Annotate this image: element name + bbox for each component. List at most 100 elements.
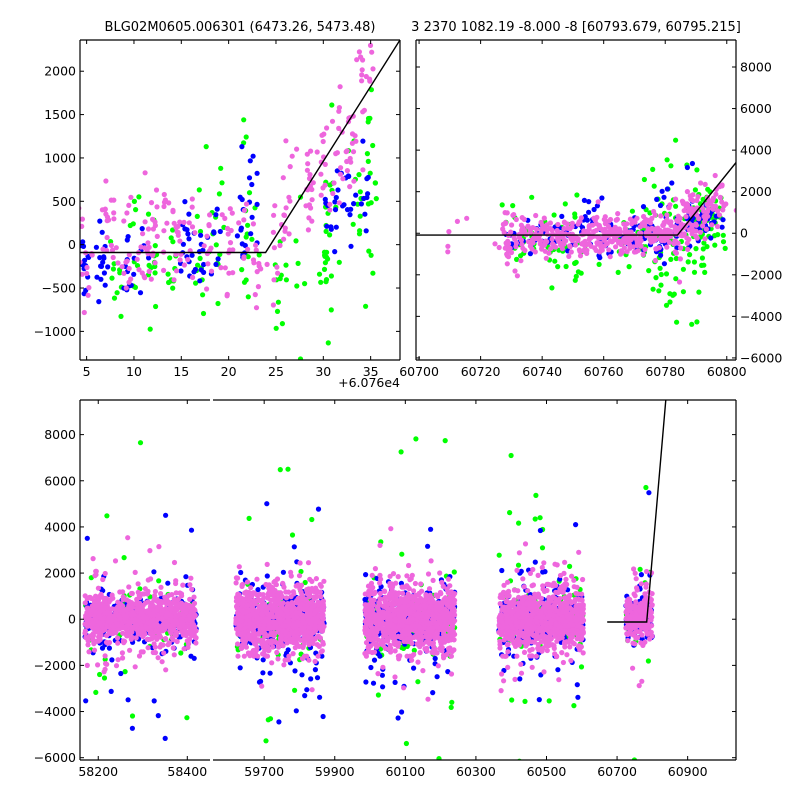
data-point-pink [90, 556, 96, 562]
data-point-pink [338, 165, 344, 171]
data-point-b [97, 218, 103, 224]
data-point-pink [227, 240, 234, 246]
data-point-pink [314, 149, 320, 155]
data-point-b [178, 268, 184, 274]
data-point-g [673, 203, 679, 209]
data-point-pink [175, 596, 182, 602]
data-point-pink [236, 601, 242, 607]
data-point-g [297, 356, 304, 360]
data-point-pink [283, 138, 289, 144]
data-point-g [152, 263, 158, 270]
data-point-pink [151, 641, 157, 647]
data-point-g [294, 283, 300, 289]
data-point-pink [297, 560, 303, 566]
data-point-pink [704, 201, 710, 207]
data-point-pink [269, 660, 275, 666]
data-point-pink [84, 270, 90, 277]
top-right-xtick-label: 60800 [707, 364, 747, 379]
data-point-pink [683, 214, 689, 220]
data-point-b [332, 199, 338, 205]
data-point-pink [235, 575, 241, 581]
data-point-g [283, 262, 289, 268]
data-point-b [425, 543, 431, 549]
data-point-pink [622, 229, 628, 235]
data-point-pink [628, 235, 634, 241]
data-point-pink [293, 614, 300, 620]
data-point-g [245, 222, 251, 228]
data-point-pink [320, 138, 326, 145]
data-point-b [185, 231, 191, 237]
data-point-pink [148, 276, 154, 282]
series-g [82, 440, 198, 721]
data-point-pink [126, 252, 132, 258]
data-point-pink [320, 641, 326, 647]
data-point-g [436, 756, 442, 760]
data-point-pink [188, 575, 194, 581]
data-point-pink [154, 204, 160, 210]
top-left-xtick-label: 30 [315, 364, 331, 379]
data-point-pink [652, 257, 659, 264]
data-point-pink [161, 620, 167, 626]
bottom-panel: 58200 58400 59700 59900 60100 60300 60500 60700… [34, 399, 737, 779]
data-point-g [372, 180, 378, 186]
data-point-pink [658, 213, 664, 219]
data-point-pink [126, 584, 132, 590]
data-point-pink [136, 653, 143, 659]
data-point-pink [286, 589, 292, 595]
data-point-pink [192, 230, 198, 236]
data-point-g [170, 285, 176, 291]
data-point-pink [166, 611, 172, 618]
data-point-pink [235, 653, 241, 659]
data-point-pink [269, 597, 275, 603]
data-point-b [162, 735, 168, 742]
data-point-pink [710, 198, 716, 204]
data-point-pink [330, 190, 336, 197]
data-point-pink [161, 267, 167, 273]
data-point-b [98, 276, 104, 282]
data-point-g [241, 279, 248, 285]
data-point-b [118, 670, 124, 677]
data-point-pink [218, 265, 224, 271]
data-point-pink [319, 614, 325, 620]
data-point-b [191, 269, 197, 275]
top-left-title: BLG02M0605.006301 (6473.26, 5473.48) [105, 20, 376, 35]
data-point-pink [631, 218, 637, 224]
data-point-pink [81, 309, 87, 316]
data-point-g [309, 516, 315, 523]
data-point-pink [88, 633, 94, 639]
data-point-b [131, 271, 137, 277]
data-point-pink [288, 594, 294, 600]
data-point-pink [180, 582, 186, 588]
data-point-g [699, 255, 706, 261]
data-point-pink [134, 256, 140, 262]
data-point-pink [102, 570, 108, 577]
data-point-g [293, 238, 299, 244]
top-left-xtick-label: 35 [363, 364, 379, 379]
data-point-pink [105, 609, 111, 616]
data-point-b [96, 299, 102, 305]
data-point-pink [633, 235, 639, 241]
data-point-g [699, 262, 705, 268]
data-point-pink [179, 593, 185, 599]
data-point-pink [161, 191, 167, 198]
data-point-pink [233, 626, 240, 632]
data-point-pink [234, 615, 240, 621]
data-point-pink [542, 226, 548, 232]
data-point-pink [95, 585, 101, 591]
data-point-pink [132, 664, 138, 670]
data-point-pink [173, 580, 179, 587]
data-point-pink [634, 239, 640, 245]
data-point-g [152, 270, 158, 276]
data-point-pink [100, 576, 106, 583]
data-point-pink [244, 579, 251, 585]
data-point-b [247, 158, 253, 164]
data-point-g [674, 319, 680, 325]
data-point-b [661, 194, 667, 200]
data-point-pink [615, 211, 621, 217]
data-point-pink [241, 254, 247, 260]
data-point-pink [248, 602, 254, 609]
data-point-g [114, 290, 120, 296]
data-point-g [129, 713, 136, 719]
data-point-b [599, 195, 605, 201]
data-point-pink [622, 225, 628, 232]
